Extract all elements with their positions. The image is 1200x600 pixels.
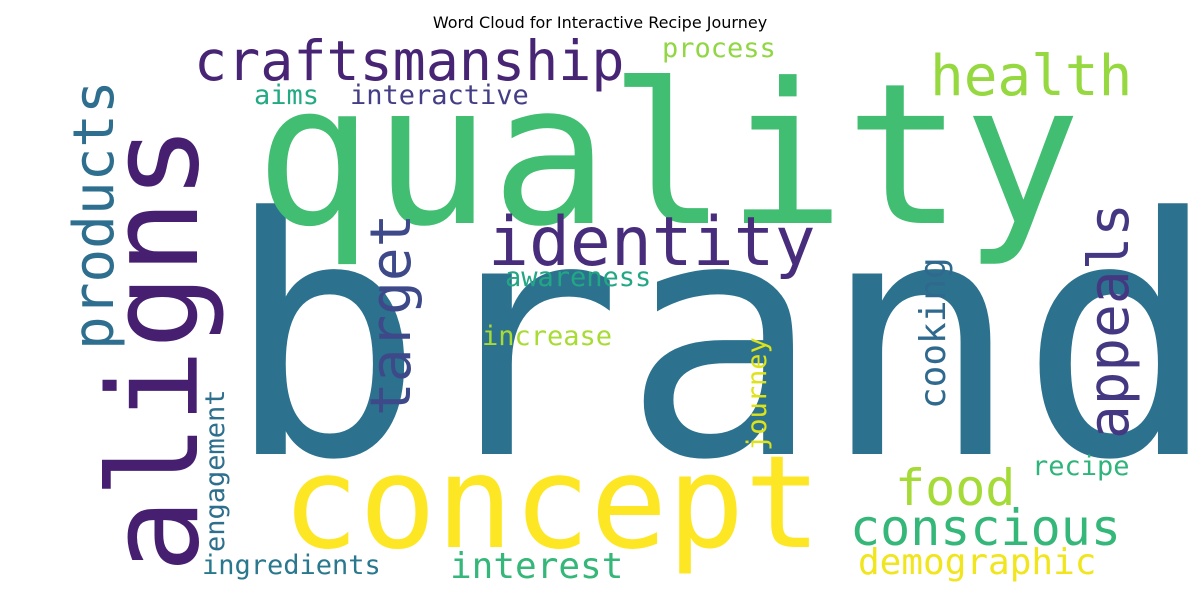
word-concept: concept [282,429,821,578]
word-interactive: interactive [350,80,529,111]
word-increase: increase [482,321,612,352]
word-identity: identity [488,203,816,282]
word-aligns: aligns [83,125,227,573]
figure-title: Word Cloud for Interactive Recipe Journe… [432,13,768,32]
word-craftsmanship: craftsmanship [194,29,624,93]
word-conscious: conscious [850,499,1121,557]
word-target: target [359,214,424,416]
word-appeals: appeals [1077,203,1142,439]
word-quality: quality [255,42,1081,270]
word-engagement: engagement [200,389,231,552]
word-cooking: cooking [913,257,954,409]
word-brand: brand [225,148,1200,532]
word-journey: journey [742,337,773,451]
word-products: products [62,80,127,350]
word-process: process [662,33,776,64]
word-awareness: awareness [505,262,651,293]
word-ingredients: ingredients [202,550,381,581]
word-interest: interest [450,546,623,587]
word-health: health [930,44,1132,109]
word-demographic: demographic [858,542,1096,583]
word-aims: aims [254,80,319,111]
word-food: food [895,459,1015,517]
word-recipe: recipe [1032,451,1130,482]
